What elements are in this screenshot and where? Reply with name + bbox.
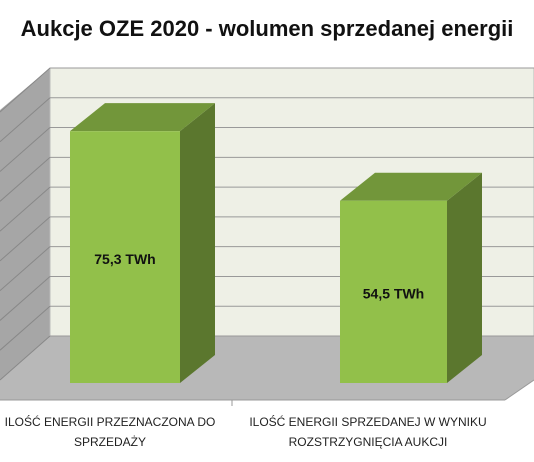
bar-top bbox=[70, 103, 215, 132]
side-grid-line bbox=[0, 97, 51, 143]
side-grid-line bbox=[0, 127, 51, 172]
side-grid-line bbox=[0, 186, 51, 232]
bar-side bbox=[447, 172, 482, 383]
x-axis-end bbox=[504, 379, 534, 401]
side-wall bbox=[0, 68, 50, 380]
side-grid-line bbox=[0, 276, 51, 321]
x-tick-label: ILOŚĆ ENERGII SPRZEDANEJ W WYNIKU ROZSTR… bbox=[249, 415, 487, 449]
data-label: 75,3 TWh bbox=[94, 251, 155, 267]
bar-side bbox=[180, 103, 215, 383]
side-grid-line bbox=[0, 67, 51, 113]
bar bbox=[70, 131, 180, 383]
side-grid-line bbox=[0, 156, 51, 202]
chart-title: Aukcje OZE 2020 - wolumen sprzedanej ene… bbox=[21, 16, 514, 41]
x-tick-label: ILOŚĆ ENERGII PRZEZNACZONA DO SPRZEDAŻY bbox=[4, 415, 216, 449]
bar bbox=[340, 200, 447, 383]
data-label: 54,5 TWh bbox=[363, 286, 424, 302]
side-grid-line bbox=[0, 335, 51, 381]
bar-top bbox=[340, 172, 482, 201]
side-grid-line bbox=[0, 216, 51, 262]
side-grid-line bbox=[0, 246, 51, 292]
side-grid-line bbox=[0, 305, 51, 351]
